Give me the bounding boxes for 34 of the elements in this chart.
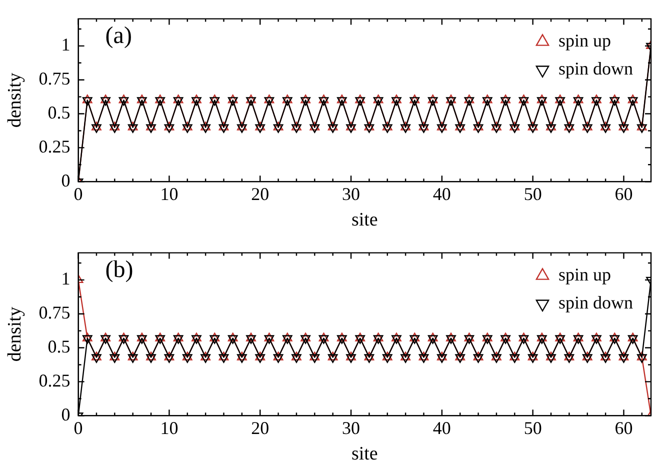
x-tick-label: 30 (342, 184, 360, 204)
x-axis-title: site (351, 210, 378, 231)
legend-label: spin up (558, 264, 612, 285)
legend-label: spin up (558, 30, 612, 51)
y-tick-label: 0.5 (48, 102, 70, 122)
y-axis-title: density (4, 306, 26, 362)
annotation: (a) (105, 23, 132, 50)
x-tick-label: 20 (251, 418, 270, 438)
y-tick-label: 0 (61, 404, 70, 424)
y-tick-label: 1 (61, 34, 70, 55)
legend-label: spin down (558, 292, 634, 313)
x-axis-title: site (351, 444, 378, 465)
x-tick-label: 30 (342, 418, 360, 438)
legend-label: spin down (558, 58, 634, 79)
y-tick-label: 0.25 (38, 136, 70, 156)
y-tick-label: 0 (61, 170, 70, 190)
y-tick-label: 0.75 (38, 68, 70, 89)
x-tick-label: 0 (74, 184, 83, 204)
x-tick-label: 20 (251, 184, 270, 204)
x-tick-label: 50 (524, 418, 542, 438)
x-tick-label: 0 (74, 418, 83, 438)
y-axis-title: density (4, 72, 26, 128)
x-tick-label: 60 (614, 184, 633, 204)
x-tick-label: 40 (432, 418, 451, 438)
y-tick-label: 1 (61, 268, 70, 289)
x-tick-label: 40 (432, 184, 451, 204)
x-tick-label: 10 (160, 418, 178, 438)
y-tick-label: 0.25 (38, 370, 70, 390)
y-tick-label: 0.5 (48, 336, 70, 356)
x-tick-label: 60 (614, 418, 633, 438)
y-tick-label: 0.75 (38, 302, 70, 323)
x-tick-label: 50 (524, 184, 542, 204)
x-tick-label: 10 (160, 184, 178, 204)
annotation: (b) (105, 257, 134, 284)
